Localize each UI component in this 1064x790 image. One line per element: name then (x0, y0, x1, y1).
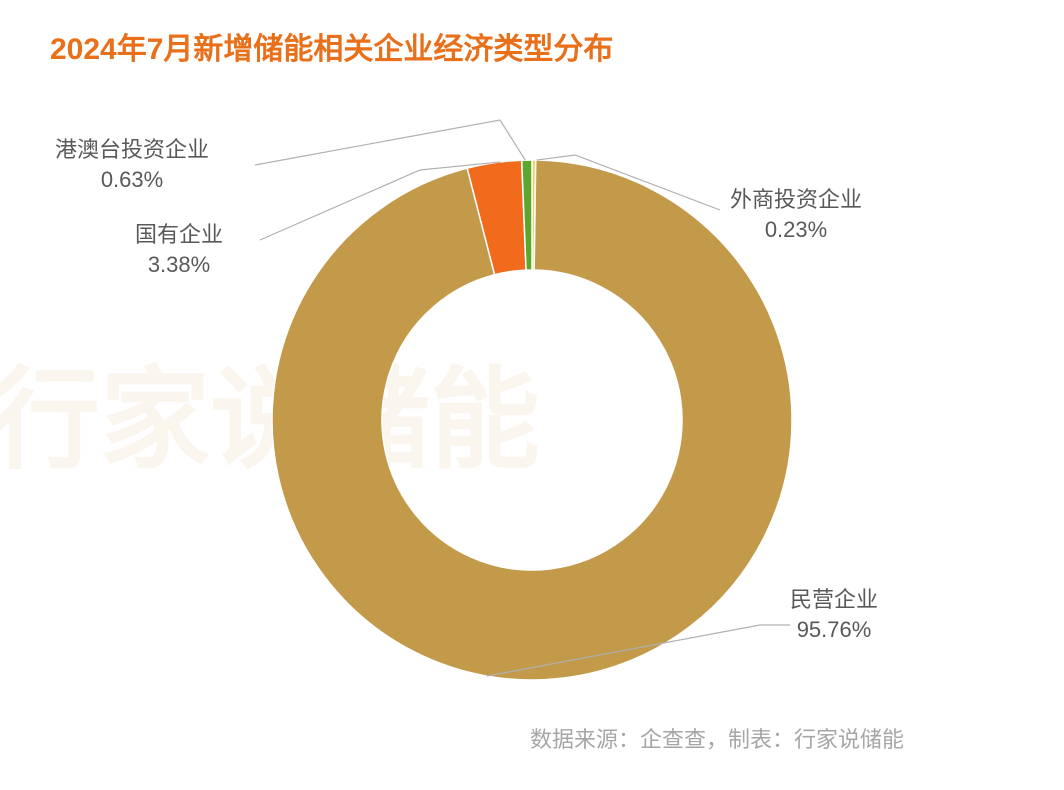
slice-label-value: 95.76% (797, 617, 872, 642)
source-attribution: 数据来源：企查查，制表：行家说储能 (530, 722, 904, 754)
leader-line (255, 120, 525, 165)
slice-label: 港澳台投资企业 0.63% (55, 135, 209, 194)
slice-label-value: 0.63% (101, 167, 163, 192)
slice-label: 民营企业 95.76% (790, 585, 878, 644)
slice-label: 外商投资企业 0.23% (730, 185, 862, 244)
chart-title: 2024年7月新增储能相关企业经济类型分布 (50, 24, 613, 68)
slice-label-name: 港澳台投资企业 (55, 137, 209, 162)
slice-label-value: 0.23% (765, 217, 827, 242)
slice-label-name: 外商投资企业 (730, 187, 862, 212)
slice-label-name: 国有企业 (135, 222, 223, 247)
slice-label-value: 3.38% (148, 252, 210, 277)
slice-label: 国有企业 3.38% (135, 220, 223, 279)
slice-label-name: 民营企业 (790, 587, 878, 612)
donut-chart: 外商投资企业 0.23% 民营企业 95.76% 国有企业 3.38% 港澳台投资企业 0.6… (0, 100, 1064, 720)
